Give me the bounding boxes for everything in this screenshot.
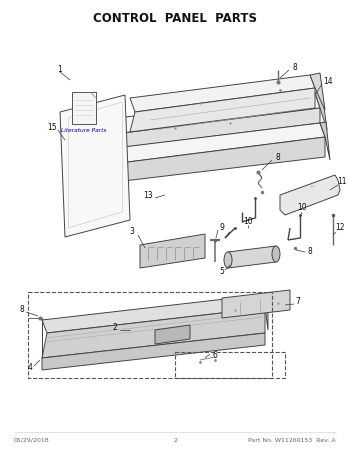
Polygon shape	[118, 93, 320, 133]
Polygon shape	[140, 234, 205, 268]
Text: 3: 3	[130, 227, 134, 236]
Text: 5: 5	[219, 268, 224, 276]
Polygon shape	[315, 92, 327, 130]
Text: 2: 2	[173, 438, 177, 443]
Polygon shape	[222, 290, 290, 318]
Text: 8: 8	[293, 63, 297, 72]
Polygon shape	[130, 75, 315, 112]
Text: 4: 4	[28, 363, 33, 372]
Polygon shape	[118, 108, 320, 148]
Polygon shape	[260, 294, 268, 330]
Text: 15: 15	[47, 124, 57, 132]
Text: 10: 10	[297, 203, 307, 212]
Polygon shape	[280, 175, 340, 215]
Polygon shape	[115, 137, 325, 182]
Text: 2: 2	[113, 323, 117, 333]
Polygon shape	[320, 122, 330, 160]
Text: 7: 7	[295, 298, 300, 307]
Text: CONTROL  PANEL  PARTS: CONTROL PANEL PARTS	[93, 11, 257, 24]
Polygon shape	[310, 73, 325, 110]
Text: Part No. W11260153  Rev. A: Part No. W11260153 Rev. A	[248, 438, 336, 443]
Text: 10: 10	[243, 217, 253, 226]
Polygon shape	[42, 333, 265, 370]
Ellipse shape	[224, 252, 232, 268]
Polygon shape	[130, 88, 315, 132]
Polygon shape	[72, 92, 96, 124]
Polygon shape	[228, 246, 276, 268]
Text: 05/29/2018: 05/29/2018	[14, 438, 50, 443]
Text: 8: 8	[308, 247, 312, 256]
Ellipse shape	[272, 246, 280, 262]
Polygon shape	[155, 325, 190, 344]
Polygon shape	[42, 295, 265, 333]
Polygon shape	[42, 308, 265, 358]
Text: 6: 6	[212, 352, 217, 361]
Text: 11: 11	[337, 178, 347, 187]
Polygon shape	[115, 123, 325, 163]
Text: 9: 9	[219, 223, 224, 232]
Text: 14: 14	[323, 77, 333, 87]
Polygon shape	[60, 95, 130, 237]
Text: 1: 1	[58, 66, 62, 74]
Text: 12: 12	[335, 223, 345, 232]
Text: 8: 8	[276, 154, 280, 163]
Text: 8: 8	[20, 305, 25, 314]
Text: Literature Parts: Literature Parts	[61, 129, 107, 134]
Text: 13: 13	[143, 192, 153, 201]
